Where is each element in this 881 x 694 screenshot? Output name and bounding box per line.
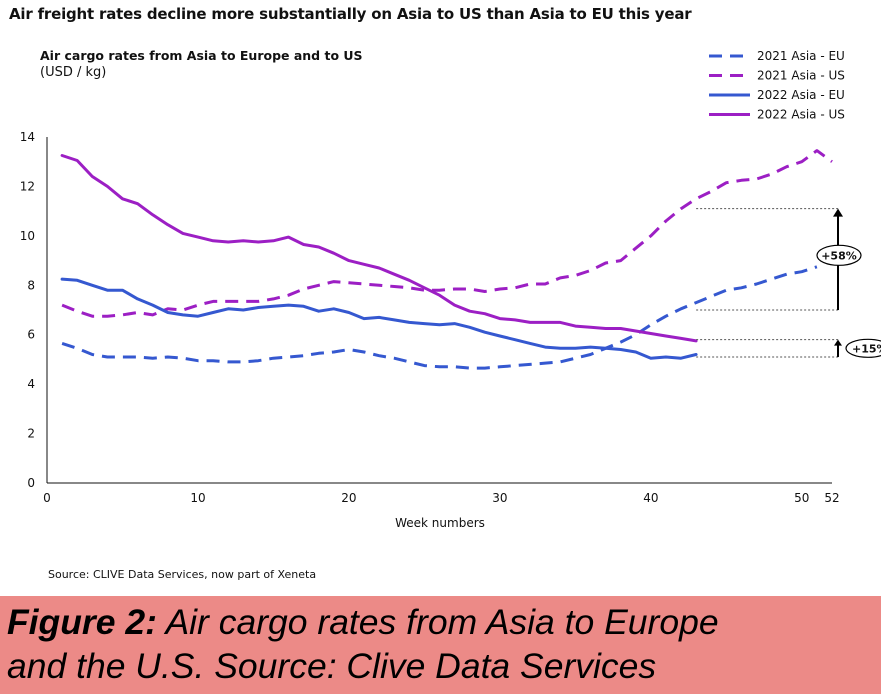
annotations: +58% +15% <box>696 208 881 358</box>
x-axis-label: Week numbers <box>395 516 485 530</box>
x-tick-label: 30 <box>492 491 507 505</box>
y-tick-label: 2 <box>27 427 35 441</box>
series-lines <box>60 149 833 370</box>
x-tick-label: 20 <box>341 491 356 505</box>
legend: 2021 Asia - EU 2021 Asia - US 2022 Asia - … <box>709 49 845 122</box>
x-tick-label: 0 <box>43 491 51 505</box>
legend-label: 2022 Asia - US <box>757 108 845 122</box>
source-note: Source: CLIVE Data Services, now part of… <box>48 568 317 581</box>
y-tick-label: 12 <box>20 179 35 193</box>
y-tick-label: 4 <box>27 377 35 391</box>
annotation-badge <box>816 244 862 266</box>
chart-title: Air cargo rates from Asia to Europe and … <box>40 48 363 63</box>
annotation-label: +58% <box>821 249 857 262</box>
legend-label: 2021 Asia - US <box>757 69 845 83</box>
caption-label: Figure 2: <box>7 602 157 642</box>
headline: Air freight rates decline more substanti… <box>9 5 692 23</box>
series-line-2 <box>61 149 833 318</box>
caption-text-line1: Air cargo rates from Asia to Europe <box>156 602 719 642</box>
x-tick-label: 40 <box>643 491 658 505</box>
series-line-3 <box>60 277 698 360</box>
y-tick-label: 0 <box>27 476 35 490</box>
legend-label: 2022 Asia - EU <box>757 88 845 102</box>
axes <box>46 137 832 484</box>
y-tick-label: 6 <box>27 328 35 342</box>
y-tick-label: 14 <box>20 130 35 144</box>
annotation-label: +15% <box>852 342 881 355</box>
figure-caption: Figure 2: Air cargo rates from Asia to E… <box>0 596 881 694</box>
caption-text-line2: and the U.S. Source: Clive Data Services <box>7 646 657 686</box>
arrow-head <box>833 208 843 217</box>
annotation-badge <box>845 338 881 358</box>
x-tick-label: 52 <box>824 491 839 505</box>
series-line-4 <box>60 154 698 343</box>
x-tick-label: 10 <box>190 491 205 505</box>
legend-label: 2021 Asia - EU <box>757 49 845 63</box>
x-tick-label: 50 <box>794 491 809 505</box>
arrow-head <box>834 339 842 346</box>
x-tick-labels: 0 10 20 30 40 50 52 <box>43 491 839 505</box>
line-chart: 0 2 4 6 8 10 12 14 0 10 20 30 40 50 52 Week numbers +… <box>20 49 881 530</box>
chart-subtitle: (USD / kg) <box>40 65 107 80</box>
y-tick-labels: 0 2 4 6 8 10 12 14 <box>20 130 35 490</box>
series-line-1 <box>61 265 818 370</box>
y-tick-label: 10 <box>20 229 35 243</box>
y-tick-label: 8 <box>27 278 35 292</box>
